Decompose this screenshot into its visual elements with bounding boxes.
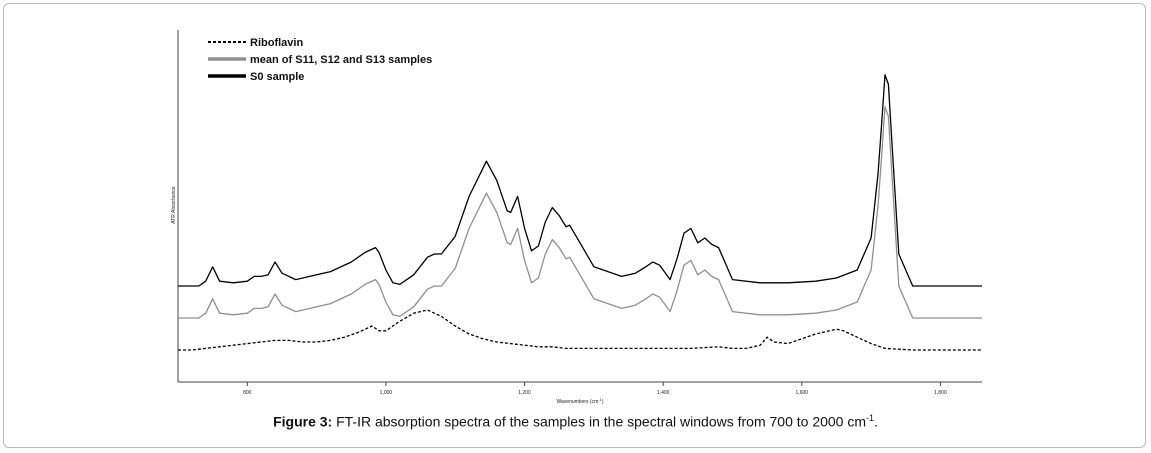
x-tick-label: 1,200 [518, 390, 531, 396]
series-line-2 [178, 74, 982, 287]
series-line-0 [178, 309, 982, 351]
legend-label-1: mean of S11, S12 and S13 samples [250, 54, 432, 66]
axes: 800 1,000 1,200 1,400 1,600 1,800 [177, 30, 982, 396]
series-layer [178, 74, 982, 351]
spectra-chart: 800 1,000 1,200 1,400 1,600 1,800 Riboflavin m… [171, 30, 982, 405]
y-axis-label: ATR Absorbance [171, 186, 177, 224]
x-tick-label: 1,800 [934, 390, 947, 396]
x-tick-label: 1,000 [380, 390, 393, 396]
figure-frame [3, 3, 1146, 448]
caption-superscript: -1 [866, 413, 875, 423]
figure-caption: Figure 3: FT-IR absorption spectra of th… [0, 413, 1151, 430]
legend: Riboflavin mean of S11, S12 and S13 sampl… [208, 37, 432, 83]
legend-label-2: S0 sample [250, 71, 304, 83]
legend-label-0: Riboflavin [250, 37, 303, 49]
caption-end: . [874, 413, 878, 430]
caption-text: FT-IR absorption spectra of the samples … [336, 413, 867, 430]
caption-label: Figure 3: [273, 413, 333, 430]
x-tick-label: 1,400 [657, 390, 670, 396]
series-line-1 [178, 106, 982, 319]
x-tick-label: 800 [243, 390, 252, 396]
x-tick-label: 1,600 [796, 390, 809, 396]
x-axis-label: Wavenumbers (cm-1) [556, 397, 603, 405]
